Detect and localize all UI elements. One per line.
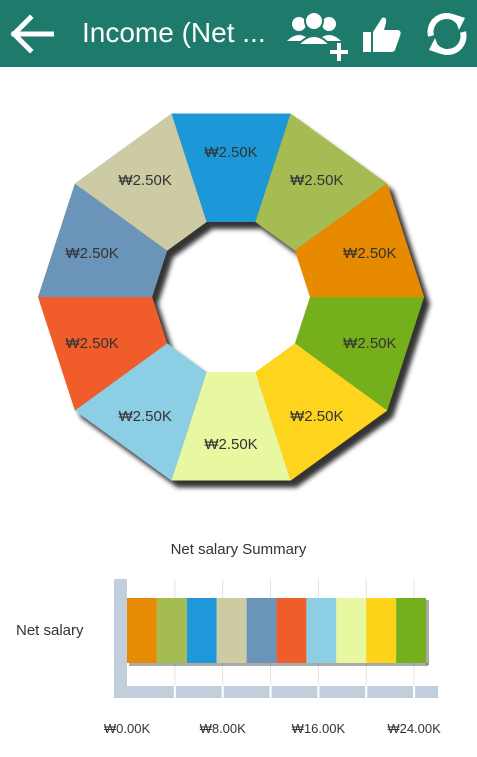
stacked-bar-chart: ₩0.00K ₩8.00K ₩16.00K ₩24.00K [104,579,441,736]
slice-label: ₩2.50K [119,172,172,189]
donut-slice[interactable] [255,113,388,251]
slice-label: ₩2.50K [65,245,118,262]
slice-label: ₩2.50K [343,245,396,262]
slice-label: ₩2.50K [290,408,343,425]
donut-slice[interactable] [171,113,291,222]
donut-slice[interactable] [294,183,424,297]
add-group-icon[interactable] [284,0,350,67]
bar-chart-title: Net salary Summary [170,541,307,558]
donut-slice[interactable] [38,183,168,297]
y-axis [114,579,127,687]
refresh-icon[interactable] [418,0,476,67]
donut-slice[interactable] [294,297,424,411]
slice-label: ₩2.50K [65,335,118,352]
bar-shadow [426,600,430,665]
slice-label: ₩2.50K [119,408,172,425]
bar-segment[interactable] [396,598,427,663]
x-tick-label: ₩16.00K [292,721,346,736]
bar-shadow [129,663,429,666]
bar-category-label: Net salary [16,622,84,639]
bar-segment[interactable] [276,598,307,663]
page-title: Income (Net ... [82,17,266,48]
bar-segment[interactable] [336,598,367,663]
bar-segment[interactable] [156,598,187,663]
donut-slice[interactable] [255,343,388,481]
bar-segment[interactable] [246,598,277,663]
donut-slice[interactable] [171,372,291,481]
donut-slice[interactable] [74,343,207,481]
slice-label: ₩2.50K [204,144,257,161]
donut-chart: ₩2.50K ₩2.50K ₩2.50K ₩2.50K ₩2.50K ₩2.50K ₩2.5… [38,113,424,481]
slice-label: ₩2.50K [290,172,343,189]
bar-segment[interactable] [216,598,247,663]
bar-segment[interactable] [306,598,337,663]
donut-slice[interactable] [38,297,168,411]
donut-slice[interactable] [74,113,207,251]
back-arrow-icon[interactable] [4,0,58,67]
app-bar: Income (Net ... [0,0,477,67]
slice-label: ₩2.50K [343,335,396,352]
bar-segment[interactable] [366,598,397,663]
bar-segment[interactable] [127,598,157,663]
x-axis [114,686,438,698]
bar-segment[interactable] [186,598,217,663]
x-tick-label: ₩8.00K [200,721,247,736]
x-tick-label: ₩24.00K [387,721,441,736]
thumbs-up-icon[interactable] [357,0,407,67]
x-tick-label: ₩0.00K [104,721,151,736]
slice-label: ₩2.50K [204,436,257,453]
